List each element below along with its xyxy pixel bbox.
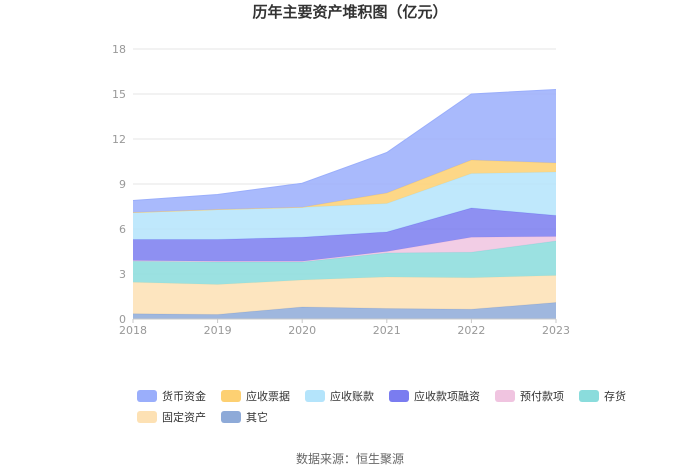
legend-label-货币资金: 货币资金 xyxy=(162,389,206,403)
legend-swatch-预付款项 xyxy=(495,390,515,402)
area-line-货币资金 xyxy=(132,89,557,201)
legend-swatch-应收票据 xyxy=(221,390,241,402)
y-tick-label-12: 12 xyxy=(112,133,126,146)
data-source: 数据来源：恒生聚源 xyxy=(296,451,404,466)
area-series-应收票据 xyxy=(133,160,556,213)
legend-swatch-存货 xyxy=(579,390,599,402)
legend-label-应收账款: 应收账款 xyxy=(330,389,374,403)
legend-item-应收票据: 应收票据 xyxy=(221,389,290,403)
legend-item-固定资产: 固定资产 xyxy=(137,410,206,424)
legend-label-其它: 其它 xyxy=(246,410,268,424)
x-tick-label-2018: 2018 xyxy=(119,324,147,337)
legend-swatch-固定资产 xyxy=(137,411,157,423)
legend-label-固定资产: 固定资产 xyxy=(162,410,206,424)
legend-label-应收款项融资: 应收款项融资 xyxy=(414,389,480,403)
legend-item-存货: 存货 xyxy=(579,389,626,403)
axes: 0 3 6 9 12 15 18 2018 2019 2020 2021 2022 2023 xyxy=(112,43,570,337)
legend-label-应收票据: 应收票据 xyxy=(246,389,290,403)
legend-label-预付款项: 预付款项 xyxy=(520,389,564,403)
y-tick-label-6: 6 xyxy=(119,223,126,236)
y-tick-label-0: 0 xyxy=(119,313,126,326)
legend-swatch-应收账款 xyxy=(305,390,325,402)
y-tick-label-15: 15 xyxy=(112,88,126,101)
legend-item-预付款项: 预付款项 xyxy=(495,389,564,403)
legend-swatch-其它 xyxy=(221,411,241,423)
y-tick-label-18: 18 xyxy=(112,43,126,56)
legend-item-应收账款: 应收账款 xyxy=(305,389,374,403)
legend-label-存货: 存货 xyxy=(604,389,626,403)
y-tick-label-3: 3 xyxy=(119,268,126,281)
legend-swatch-应收款项融资 xyxy=(389,390,409,402)
area-series-固定资产 xyxy=(133,275,556,315)
area-series-其它 xyxy=(133,302,556,319)
area-series-货币资金 xyxy=(133,89,556,213)
x-tick-label-2022: 2022 xyxy=(457,324,485,337)
chart-title: 历年主要资产堆积图（亿元） xyxy=(252,3,447,21)
y-tick-label-9: 9 xyxy=(119,178,126,191)
area-series-存货 xyxy=(133,241,556,285)
x-tick-label-2023: 2023 xyxy=(542,324,570,337)
legend-item-其它: 其它 xyxy=(221,410,268,424)
area-series-预付款项 xyxy=(133,236,556,262)
x-tick-label-2021: 2021 xyxy=(373,324,401,337)
legend-item-应收款项融资: 应收款项融资 xyxy=(389,389,480,403)
x-tick-label-2020: 2020 xyxy=(288,324,316,337)
legend-item-货币资金: 货币资金 xyxy=(137,389,206,403)
x-tick-label-2019: 2019 xyxy=(204,324,232,337)
area-series-group xyxy=(132,89,557,319)
legend-swatch-货币资金 xyxy=(137,390,157,402)
